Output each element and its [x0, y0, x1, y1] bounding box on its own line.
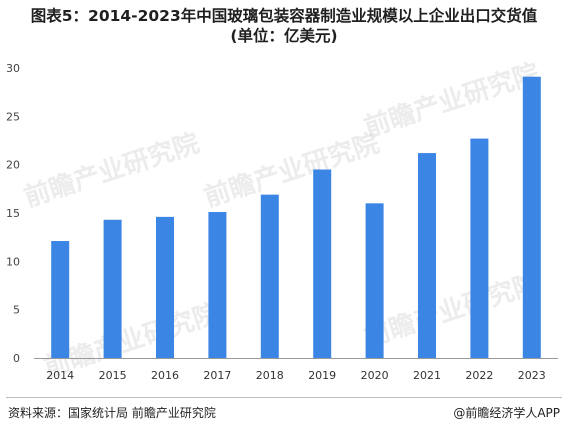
- x-tick-label-2016: 2016: [151, 369, 179, 382]
- chart-title-line2: (单位：亿美元): [230, 27, 338, 45]
- bar-2019: [313, 169, 332, 358]
- x-tick-label-2017: 2017: [203, 369, 231, 382]
- bar-2023: [522, 76, 541, 358]
- x-tick-label-2023: 2023: [518, 369, 546, 382]
- y-tick-label-2: 10: [6, 255, 20, 268]
- x-tick-label-2019: 2019: [308, 369, 336, 382]
- x-tick-label-2022: 2022: [465, 369, 493, 382]
- bar-2020: [365, 203, 384, 358]
- bars-group: [51, 76, 541, 358]
- y-tick-label-6: 30: [6, 62, 20, 75]
- bar-2017: [208, 212, 227, 358]
- x-tick-label-2018: 2018: [256, 369, 284, 382]
- bar-2018: [260, 194, 279, 358]
- footer-divider: [6, 397, 562, 398]
- bar-2015: [103, 219, 122, 358]
- y-tick-label-1: 5: [13, 304, 20, 317]
- x-tick-label-2015: 2015: [99, 369, 127, 382]
- y-axis: 0 5 10 15 20 25 30: [6, 62, 558, 365]
- x-axis: 2014 2015 2016 2017 2018 2019 2020 2021 2022 2023: [46, 369, 546, 382]
- source-note: 资料来源：国家统计局 前瞻产业研究院: [8, 406, 216, 420]
- x-tick-label-2014: 2014: [46, 369, 74, 382]
- bar-2021: [418, 153, 436, 358]
- y-tick-label-0: 0: [13, 352, 20, 365]
- y-tick-label-4: 20: [6, 159, 20, 172]
- y-tick-label-3: 15: [6, 207, 20, 220]
- bar-2014: [51, 241, 70, 358]
- chart-title-line1: 图表5：2014-2023年中国玻璃包装容器制造业规模以上企业出口交货值: [30, 7, 538, 25]
- bar-2022: [470, 138, 489, 358]
- bar-2016: [156, 216, 174, 358]
- y-tick-label-5: 25: [6, 110, 20, 123]
- x-tick-label-2020: 2020: [361, 369, 389, 382]
- credit-note: @前瞻经济学人APP: [453, 406, 560, 420]
- x-tick-label-2021: 2021: [413, 369, 441, 382]
- chart-title: 图表5：2014-2023年中国玻璃包装容器制造业规模以上企业出口交货值 (单位…: [0, 6, 568, 46]
